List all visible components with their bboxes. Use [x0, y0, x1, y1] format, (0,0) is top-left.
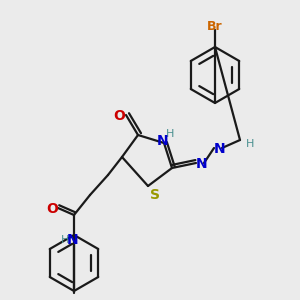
Text: N: N — [196, 157, 208, 171]
Text: H: H — [61, 235, 69, 245]
Text: H: H — [166, 129, 174, 139]
Text: O: O — [46, 202, 58, 216]
Text: H: H — [246, 139, 254, 149]
Text: N: N — [157, 134, 169, 148]
Text: S: S — [150, 188, 160, 202]
Text: N: N — [67, 233, 79, 247]
Text: N: N — [214, 142, 226, 156]
Text: Br: Br — [207, 20, 223, 32]
Text: O: O — [113, 109, 125, 123]
